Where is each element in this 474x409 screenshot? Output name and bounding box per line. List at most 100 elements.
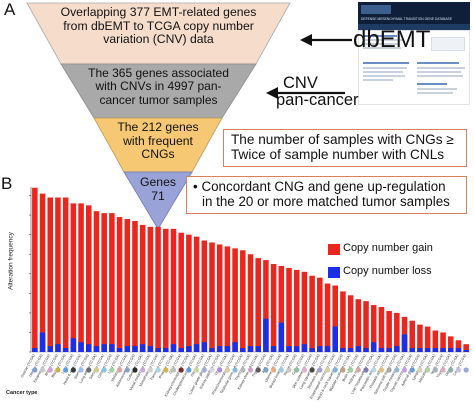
cancer-type-dot [317, 367, 323, 373]
bar-loss [232, 342, 238, 352]
bar-gain [386, 310, 392, 352]
cancer-type-dot [32, 367, 38, 373]
bar-loss [286, 346, 292, 352]
thumbnail-text-line [363, 39, 403, 41]
bar-loss [370, 342, 377, 352]
bar-loss [355, 346, 362, 352]
bar-gain [232, 248, 238, 352]
bar-loss [209, 348, 215, 352]
thumbnail-link [417, 62, 459, 64]
thumbnail-text-line [363, 43, 399, 45]
bar-loss [440, 348, 446, 352]
dbemt-arrowhead [300, 34, 312, 46]
bar-gain [39, 193, 46, 352]
bar-loss [278, 322, 285, 352]
panel-b-letter: B [1, 174, 13, 193]
bar-loss [186, 346, 192, 352]
legend-gain-label: Copy number gain [343, 242, 433, 254]
bar-gain [193, 236, 200, 352]
cancer-type-dot [455, 367, 462, 373]
cnv-label-line-2: pan-cancer [276, 91, 359, 110]
cancer-type-dot [425, 367, 431, 373]
thumbnail-link [363, 62, 409, 64]
cancer-type-dot [271, 367, 277, 373]
bar-loss [394, 346, 400, 352]
bar-loss [170, 344, 177, 352]
bar-gain [240, 250, 246, 352]
funnel-level-1-line-3: variation (CNV) data [103, 32, 214, 47]
thumbnail-text-line [363, 75, 405, 77]
cancer-type-dot [147, 367, 153, 373]
bar-gain [332, 285, 338, 352]
bar-gain [109, 213, 115, 352]
criteria-box-1-line-1: The number of samples with CNGs ≥ [231, 132, 454, 147]
bar-loss [401, 334, 408, 352]
bar-loss [417, 348, 423, 352]
cancer-type-dot [47, 367, 53, 373]
thumbnail-header-text: DEFENSE MESENCHYMAL TRANSITION GENE DATA… [361, 17, 452, 21]
bar-loss [109, 344, 115, 352]
bar-gain [201, 240, 208, 352]
thumbnail-text-line [417, 67, 465, 69]
bar-loss [216, 346, 223, 352]
bar-gain [255, 258, 261, 352]
thumbnail-link [417, 83, 447, 85]
cancer-type-dot [193, 367, 200, 373]
funnel-level-3-text: The 212 genes with frequent CNGs [94, 120, 222, 162]
bar-gain [224, 246, 231, 352]
bar-loss [101, 344, 107, 352]
thumbnail-link [363, 35, 397, 37]
bar-gain [62, 197, 69, 352]
cancer-type-dot [378, 367, 385, 373]
bars-group [32, 187, 469, 352]
bar-gain [247, 254, 254, 352]
cancer-type-dot [340, 367, 346, 373]
bar-loss [47, 346, 54, 352]
panel-a-letter: A [4, 0, 16, 19]
thumbnail-logo [361, 5, 391, 14]
bar-gain [455, 340, 462, 352]
bar-loss [132, 346, 138, 352]
funnel-level-1-line-1: Overlapping 377 EMT-related genes [60, 5, 257, 19]
bar-gain [432, 330, 439, 352]
bar-gain [55, 197, 61, 352]
bar-gain [317, 277, 323, 352]
bar-gain [32, 187, 38, 352]
funnel-level-2-line-3: cancer tumor samples [99, 92, 218, 107]
cancer-type-dot [155, 367, 161, 373]
bar-loss [163, 348, 169, 352]
funnel-level-4-text: Genes 71 [124, 175, 192, 203]
bar-loss [432, 348, 439, 352]
bar-loss [178, 348, 184, 352]
bar-gain [93, 211, 100, 352]
funnel-level-2-line-2: with CNVs in 4997 pan- [95, 79, 222, 94]
bullet-icon: • [193, 179, 198, 194]
cancer-type-dot [247, 367, 254, 373]
bar-gain [394, 312, 400, 352]
cancer-type-dot [109, 367, 115, 373]
bar-gain [417, 324, 423, 352]
funnel-level-2-text: The 365 genes associated with CNVs in 49… [61, 66, 256, 107]
bar-loss [363, 348, 369, 352]
thumbnail-text-line [363, 71, 403, 73]
thumbnail-sidebar-box [431, 37, 465, 51]
cnv-label: CNV pan-cancer [276, 74, 359, 110]
bar-loss [78, 342, 84, 352]
cancer-type-dot [201, 367, 207, 373]
criteria-box-2-line-1-text: Concordant CNG and gene up-regulation [201, 179, 446, 194]
website-thumbnail-header: DEFENSE MESENCHYMAL TRANSITION GENE DATA… [358, 2, 470, 30]
bar-gain [424, 326, 431, 352]
bar-loss [455, 348, 462, 352]
bar-loss [70, 338, 77, 352]
bar-loss [463, 350, 469, 352]
bar-loss [55, 344, 61, 352]
bar-loss [247, 346, 254, 352]
thumbnail-nav-bar [358, 24, 470, 30]
cancer-type-dot [394, 367, 400, 373]
legend-loss-swatch [328, 267, 340, 278]
thumbnail-text-line [363, 67, 407, 69]
bar-gain [155, 226, 161, 352]
bar-gain [463, 344, 469, 352]
thumbnail-text-line [417, 71, 461, 73]
bar-gain [209, 242, 215, 352]
